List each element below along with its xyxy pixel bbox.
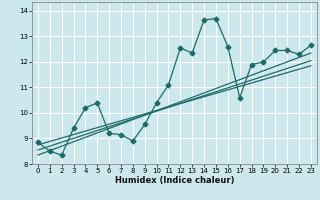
X-axis label: Humidex (Indice chaleur): Humidex (Indice chaleur) [115,176,234,185]
